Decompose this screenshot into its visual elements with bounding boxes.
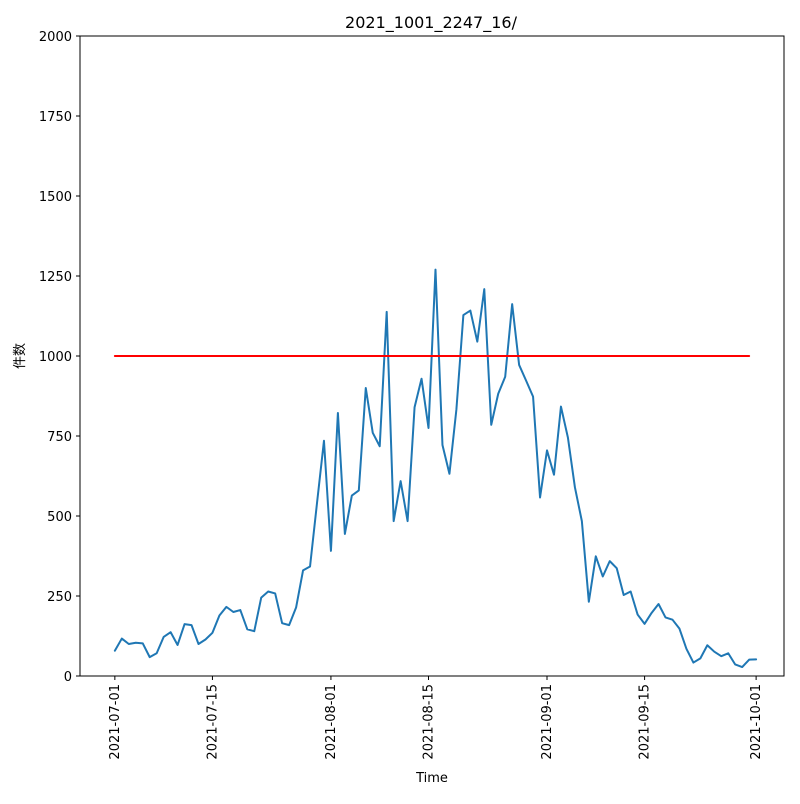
y-axis: 0 250 500 750 1000 1250 1500 1750 2000	[39, 30, 80, 685]
y-tick-label: 0	[64, 670, 72, 685]
x-tick-label: 2021-08-01	[324, 684, 339, 760]
y-tick-label: 250	[47, 590, 72, 605]
x-tick-label: 2021-07-01	[108, 684, 123, 760]
x-tick-label: 2021-07-15	[205, 684, 220, 760]
x-tick-label: 2021-08-15	[422, 684, 437, 760]
x-tick-label: 2021-10-01	[749, 684, 764, 760]
plot-frame	[79, 35, 785, 677]
y-tick-label: 1500	[39, 190, 72, 205]
y-tick-label: 750	[47, 430, 72, 445]
chart-title: 2021_1001_2247_16/	[345, 13, 518, 33]
daily-count-line	[113, 268, 758, 669]
x-tick-label: 2021-09-01	[540, 684, 555, 760]
y-tick-label: 2000	[39, 30, 72, 45]
y-tick-label: 500	[47, 510, 72, 525]
y-tick-label: 1000	[39, 350, 72, 365]
x-axis-title: Time	[415, 771, 448, 786]
y-tick-label: 1250	[39, 270, 72, 285]
y-axis-title: 件数	[13, 343, 28, 369]
y-tick-label: 1750	[39, 110, 72, 125]
series-layer	[113, 268, 758, 669]
x-tick-label: 2021-09-15	[638, 684, 653, 760]
x-axis: 2021-07-01 2021-07-15 2021-08-01 2021-08-15…	[108, 676, 764, 760]
